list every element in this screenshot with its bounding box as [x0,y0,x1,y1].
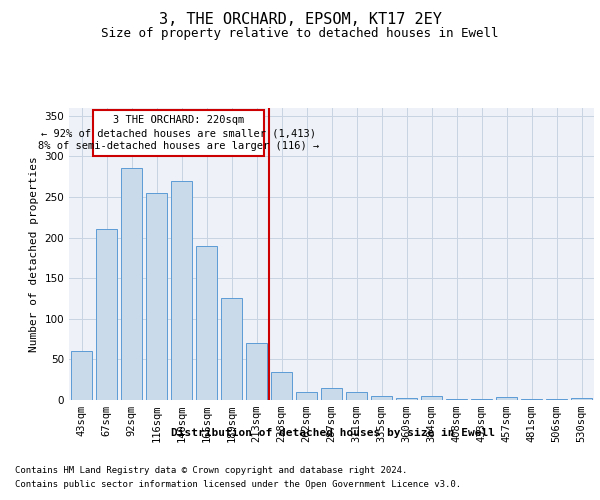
Bar [71,351,92,400]
Bar [221,298,242,400]
Y-axis label: Number of detached properties: Number of detached properties [29,156,39,352]
Bar [496,397,517,400]
Text: Distribution of detached houses by size in Ewell: Distribution of detached houses by size … [171,428,495,438]
Text: 3, THE ORCHARD, EPSOM, KT17 2EY: 3, THE ORCHARD, EPSOM, KT17 2EY [158,12,442,28]
Bar [521,399,542,400]
Bar [396,398,417,400]
Bar [546,399,567,400]
Bar [421,396,442,400]
Bar [96,230,117,400]
Bar [371,396,392,400]
Text: Contains HM Land Registry data © Crown copyright and database right 2024.: Contains HM Land Registry data © Crown c… [15,466,407,475]
Text: 3 THE ORCHARD: 220sqm: 3 THE ORCHARD: 220sqm [113,115,244,125]
Bar [121,168,142,400]
Bar [446,399,467,400]
Bar [296,392,317,400]
Bar [471,399,492,400]
Bar [246,343,267,400]
Text: 8% of semi-detached houses are larger (116) →: 8% of semi-detached houses are larger (1… [38,141,319,151]
FancyBboxPatch shape [93,110,264,156]
Text: Size of property relative to detached houses in Ewell: Size of property relative to detached ho… [101,28,499,40]
Bar [196,246,217,400]
Bar [171,180,192,400]
Bar [346,392,367,400]
Text: Contains public sector information licensed under the Open Government Licence v3: Contains public sector information licen… [15,480,461,489]
Bar [271,372,292,400]
Bar [146,193,167,400]
Bar [321,388,342,400]
Text: ← 92% of detached houses are smaller (1,413): ← 92% of detached houses are smaller (1,… [41,128,316,138]
Bar [571,398,592,400]
